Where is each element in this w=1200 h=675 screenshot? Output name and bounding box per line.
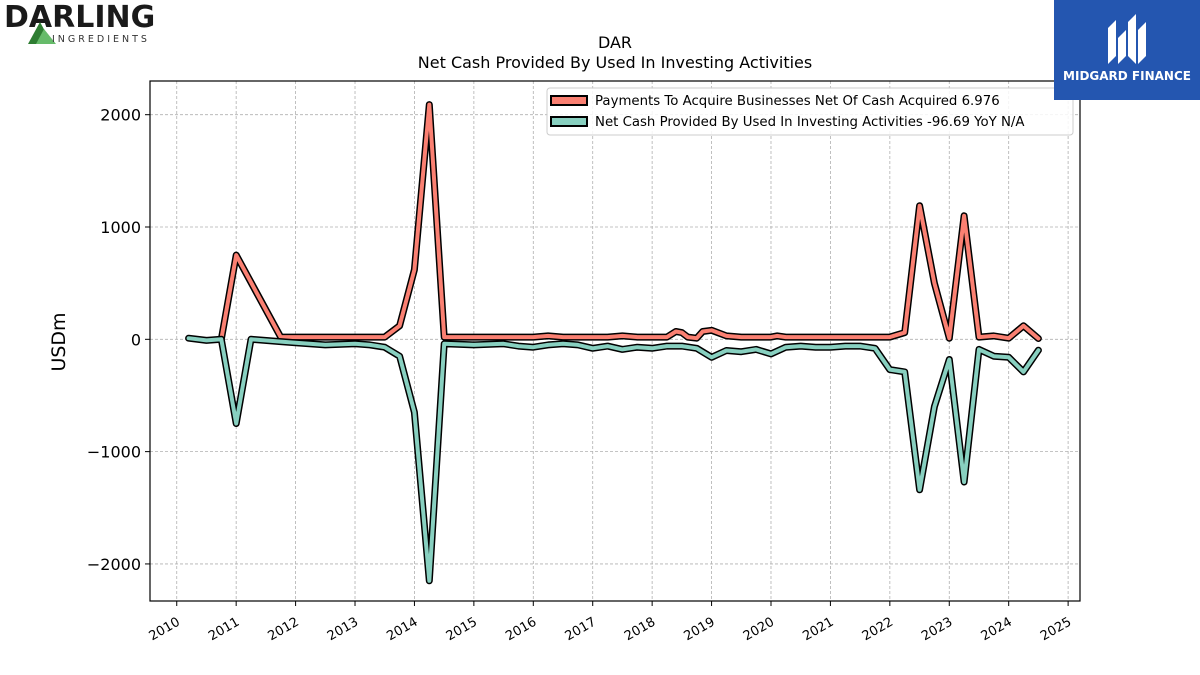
x-tick-label: 2021 (800, 615, 836, 645)
series-2-line (186, 336, 1041, 583)
midgard-m-icon (1108, 14, 1146, 64)
x-tick-label: 2016 (503, 615, 539, 645)
plot-frame (149, 80, 1081, 602)
x-tick-label: 2023 (919, 615, 955, 645)
chart-title: DAR (598, 33, 632, 52)
series-2-outline (185, 334, 1042, 585)
x-tick-label: 2018 (622, 615, 658, 645)
legend-swatch (550, 95, 588, 106)
chart-subtitle: Net Cash Provided By Used In Investing A… (418, 53, 812, 72)
y-tick-label: −2000 (87, 555, 141, 574)
y-axis-label: USDm (48, 312, 70, 371)
darling-logo-wordmark: DARLING (4, 0, 156, 35)
x-tick-label: 2025 (1038, 615, 1074, 645)
x-tick-label: 2012 (266, 615, 302, 645)
x-tick-label: 2017 (563, 615, 599, 645)
x-tick-label: 2010 (147, 615, 183, 645)
x-tick-label: 2014 (384, 615, 420, 645)
x-tick-label: 2019 (681, 615, 717, 645)
y-axis: −2000 −1000 0 1000 2000 (87, 106, 150, 574)
legend-entry: Net Cash Provided By Used In Investing A… (595, 115, 1025, 130)
x-tick-label: 2024 (979, 615, 1015, 645)
x-tick-label: 2022 (860, 615, 896, 645)
y-tick-label: 1000 (100, 218, 141, 237)
y-tick-label: 0 (131, 330, 141, 349)
leaf-triangle-icon (28, 22, 56, 44)
legend-swatch (550, 116, 588, 127)
darling-logo: DARLING INGREDIENTS (4, 0, 174, 48)
x-tick-label: 2013 (325, 615, 361, 645)
x-tick-label: 2015 (444, 615, 480, 645)
x-axis: 2010 2011 2012 2013 2014 2015 2016 2017 2018 2019… (147, 601, 1074, 645)
legend-entry: Payments To Acquire Businesses Net Of Ca… (595, 94, 1000, 109)
series-1 (217, 101, 1042, 343)
y-tick-label: −1000 (87, 443, 141, 462)
midgard-finance-name: MIDGARD FINANCE (1063, 69, 1191, 83)
legend-box (546, 87, 1074, 136)
y-tick-label: 2000 (100, 106, 141, 125)
x-tick-label: 2011 (206, 615, 242, 645)
darling-logo-subtitle: INGREDIENTS (52, 34, 150, 45)
series-layer (185, 101, 1042, 585)
series-1-line (219, 102, 1041, 342)
midgard-finance-logo: MIDGARD FINANCE (1054, 0, 1200, 100)
series-2 (185, 334, 1042, 585)
legend: Payments To Acquire Businesses Net Of Ca… (546, 87, 1074, 136)
x-tick-label: 2020 (741, 615, 777, 645)
